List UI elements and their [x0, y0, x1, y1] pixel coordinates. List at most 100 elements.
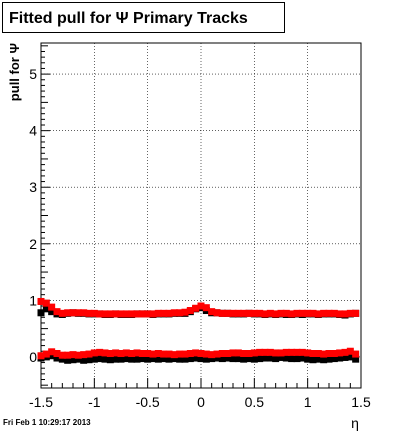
- data-point: [37, 309, 45, 317]
- data-point: [186, 355, 194, 363]
- data-point: [165, 350, 173, 358]
- data-point: [261, 348, 269, 356]
- data-point: [336, 354, 344, 362]
- data-point: [112, 349, 120, 357]
- series-1-sigma: [37, 297, 360, 318]
- data-point: [186, 307, 194, 315]
- data-point: [133, 349, 141, 357]
- data-point: [144, 350, 152, 357]
- data-point: [352, 350, 360, 358]
- data-point: [234, 355, 242, 363]
- data-point: [74, 355, 82, 363]
- data-point: [149, 355, 157, 363]
- data-point: [128, 350, 136, 357]
- data-point: [197, 350, 205, 357]
- data-point: [330, 350, 338, 357]
- data-point: [122, 349, 130, 357]
- y-tick-label: 3: [29, 179, 37, 195]
- data-point: [96, 348, 104, 356]
- data-point: [154, 355, 162, 363]
- data-point: [208, 308, 216, 316]
- data-point: [85, 356, 93, 364]
- data-point: [266, 354, 274, 362]
- x-tick-label: 1.5: [351, 394, 371, 410]
- data-point: [298, 348, 306, 356]
- data-point: [240, 309, 248, 317]
- data-point: [224, 354, 232, 362]
- data-point: [53, 350, 61, 357]
- data-point: [90, 309, 98, 317]
- data-point: [202, 304, 210, 312]
- data-point: [304, 355, 312, 363]
- data-point: [192, 354, 200, 362]
- data-point: [266, 309, 274, 317]
- data-point: [202, 355, 210, 363]
- data-point: [106, 310, 114, 318]
- x-tick-label: -1: [88, 394, 101, 410]
- data-point: [181, 308, 189, 316]
- data-point: [293, 348, 301, 356]
- grid-lines: [40, 43, 362, 388]
- data-point: [96, 310, 104, 318]
- data-point: [154, 350, 162, 357]
- data-point: [149, 310, 157, 318]
- data-point: [309, 356, 317, 364]
- x-tick-labels: -1.5 -1 -0.5 0 0.5 1 1.5: [29, 394, 371, 410]
- data-point: [170, 309, 178, 317]
- data-point: [288, 348, 296, 356]
- data-point: [352, 355, 360, 363]
- data-point: [208, 351, 216, 359]
- data-point: [48, 303, 56, 311]
- data-point: [117, 350, 125, 357]
- data-point: [42, 299, 50, 307]
- data-point: [48, 348, 56, 356]
- data-point: [186, 350, 194, 357]
- data-point: [229, 355, 237, 363]
- data-point: [165, 355, 173, 363]
- data-point: [138, 350, 146, 357]
- data-point: [53, 354, 61, 362]
- data-point: [346, 309, 354, 317]
- data-point: [229, 309, 237, 317]
- series-3-mean: [37, 347, 360, 360]
- data-point: [325, 355, 333, 363]
- data-point: [154, 309, 162, 317]
- data-point: [90, 355, 98, 363]
- data-point: [277, 349, 285, 357]
- data-point: [58, 355, 66, 363]
- data-point: [320, 356, 328, 364]
- data-point: [181, 350, 189, 358]
- data-point: [69, 351, 77, 359]
- data-points: [37, 297, 360, 364]
- data-point: [101, 355, 109, 363]
- data-point: [288, 355, 296, 363]
- timestamp: Fri Feb 1 10:29:17 2013: [3, 418, 91, 427]
- data-point: [138, 310, 146, 318]
- data-point: [74, 309, 82, 317]
- data-point: [149, 350, 157, 358]
- data-point: [213, 350, 221, 358]
- data-point: [298, 354, 306, 362]
- data-point: [85, 309, 93, 317]
- data-point: [122, 355, 130, 363]
- data-point: [250, 355, 258, 363]
- data-point: [245, 309, 253, 317]
- data-point: [293, 355, 301, 363]
- y-tick-label: 5: [29, 66, 37, 82]
- data-point: [224, 309, 232, 317]
- data-point: [106, 356, 114, 364]
- data-point: [309, 309, 317, 317]
- axis-ticks: [40, 45, 362, 388]
- chart-title: Fitted pull for Ψ Primary Tracks: [9, 10, 248, 27]
- data-point: [128, 310, 136, 318]
- data-point: [117, 310, 125, 318]
- data-point: [309, 350, 317, 357]
- data-point: [48, 308, 56, 316]
- data-point: [304, 309, 312, 317]
- data-point: [64, 351, 72, 359]
- data-point: [197, 302, 205, 310]
- x-tick-label: 0.5: [245, 394, 265, 410]
- data-point: [197, 355, 205, 363]
- data-point: [325, 309, 333, 317]
